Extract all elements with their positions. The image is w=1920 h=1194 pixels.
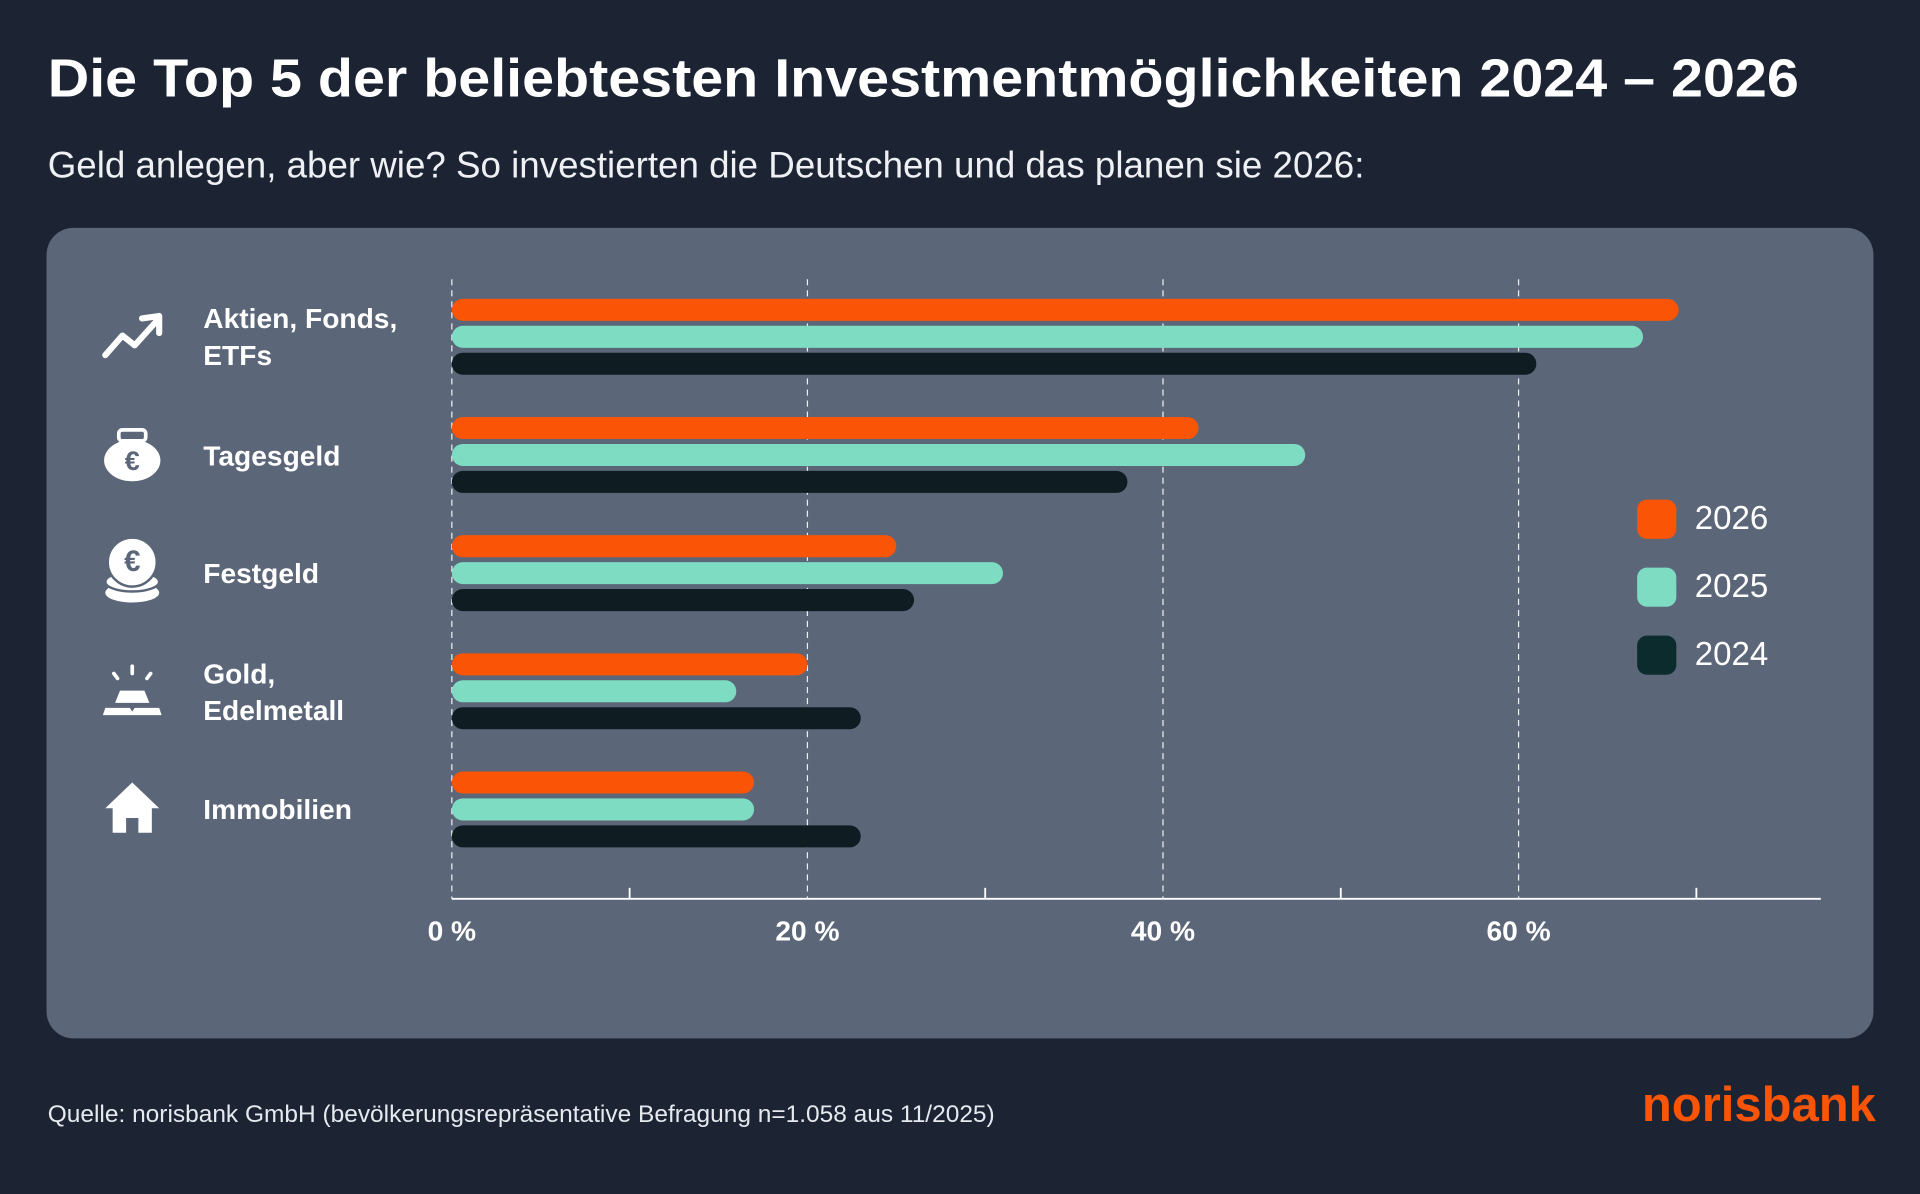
icon-house bbox=[105, 782, 160, 833]
bar bbox=[451, 325, 1644, 348]
bar bbox=[451, 707, 861, 730]
icons: € € bbox=[102, 312, 163, 833]
legend-swatch bbox=[1637, 499, 1677, 539]
chart-title: Die Top 5 der beliebtesten Investmentmög… bbox=[48, 48, 1799, 108]
bar bbox=[451, 562, 1003, 585]
legend-label: 2026 bbox=[1695, 500, 1769, 537]
bar bbox=[451, 798, 755, 821]
bar bbox=[451, 352, 1537, 375]
bar bbox=[451, 535, 897, 558]
bar bbox=[451, 589, 915, 612]
x-tick-label: 40 % bbox=[1131, 916, 1195, 947]
category-label-box: Immobilien bbox=[203, 793, 352, 826]
legend-label: 2025 bbox=[1695, 568, 1769, 605]
category-label-box: Gold, Edelmetall bbox=[203, 657, 345, 726]
logo: norisbank bbox=[1642, 1078, 1877, 1132]
bar bbox=[451, 443, 1306, 466]
category-label-box: Tagesgeld bbox=[203, 439, 341, 471]
icon-sparkle bbox=[112, 664, 153, 681]
icon-purse bbox=[104, 439, 161, 482]
bar bbox=[451, 825, 861, 848]
category-label: Immobilien bbox=[203, 793, 352, 826]
bar bbox=[451, 298, 1679, 321]
bar bbox=[451, 771, 755, 794]
category-label: Festgeld bbox=[203, 557, 320, 590]
icon-coin bbox=[106, 536, 158, 588]
icon-purse-clasp bbox=[116, 428, 148, 443]
category-label: Gold, Edelmetall bbox=[203, 657, 345, 726]
source-note: Quelle: norisbank GmbH (bevölkerungsrepr… bbox=[48, 1101, 995, 1128]
x-tick-label: 60 % bbox=[1486, 916, 1550, 947]
category-label-box: Aktien, Fonds, ETFs bbox=[203, 302, 398, 372]
bar bbox=[451, 653, 808, 676]
category-label-box: Festgeld bbox=[203, 557, 320, 590]
legend-swatch bbox=[1637, 635, 1677, 675]
bar bbox=[451, 417, 1199, 440]
legend-swatch bbox=[1637, 567, 1677, 607]
bar bbox=[451, 680, 737, 703]
bar bbox=[451, 470, 1128, 493]
icon-chart bbox=[102, 312, 163, 359]
icon-euro: € bbox=[124, 545, 140, 578]
category-label: Aktien, Fonds, ETFs bbox=[203, 302, 398, 372]
category-label: Tagesgeld bbox=[203, 439, 341, 471]
legend-label: 2024 bbox=[1695, 636, 1769, 673]
icon-euro: € bbox=[125, 446, 140, 476]
x-tick-label: 0 % bbox=[428, 916, 477, 947]
x-tick-label: 20 % bbox=[775, 916, 839, 947]
chart-subtitle: Geld anlegen, aber wie? So investierten … bbox=[48, 145, 1365, 186]
